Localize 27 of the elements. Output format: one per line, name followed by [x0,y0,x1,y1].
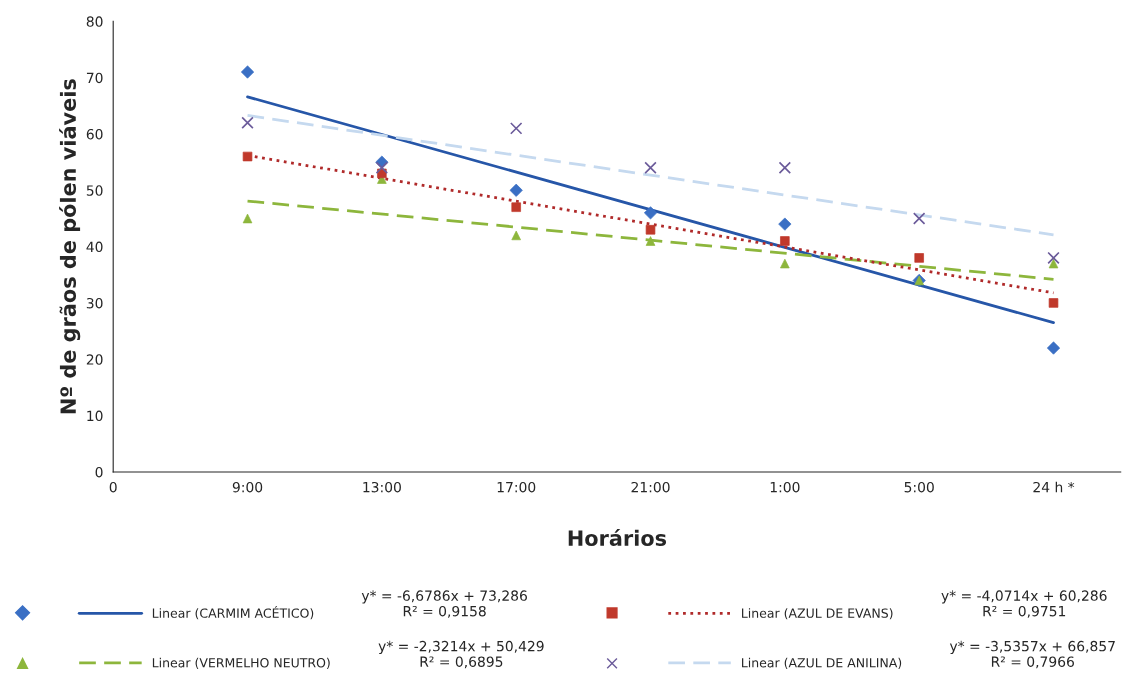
text: y* = -3,5357x + 66,857 R² = 0,7966 [949,640,1115,669]
y-tick-label: 20 [86,354,103,365]
x-tick-label: 13:00 [363,481,401,493]
text: y* = -6,6786x + 73,286 R² = 0,9158 [361,590,527,618]
y-tick-label: 60 [86,128,103,140]
text: y* = -2,3214x + 50,429 R² = 0,6895 [378,640,544,669]
x-tick-label: 0 [109,481,117,493]
y-axis-title: Nº de grãos de pólen viáveis [59,79,81,414]
y-tick-label: 50 [86,185,103,196]
legend-label: Linear (AZUL DE EVANS) [742,608,893,620]
legend-label: Linear (AZUL DE ANILINA) [742,657,902,669]
y-tick-label: 30 [86,297,103,309]
x-tick-label: 9:00 [232,481,263,493]
x-tick-label: 24 h * [1033,481,1075,493]
text: y* = -4,0714x + 60,286 R² = 0,9751 [941,590,1107,618]
legend-label: Linear (VERMELHO NEUTRO) [152,657,330,669]
y-tick-label: 80 [86,16,103,27]
y-tick-label: 70 [86,72,103,84]
y-tick-label: 10 [87,410,103,422]
x-tick-label: 21:00 [631,481,670,493]
y-tick-label: 0 [95,466,103,478]
x-tick-label: 5:00 [904,481,934,493]
x-axis-title: Horários [568,529,667,546]
y-tick-label: 40 [86,241,103,253]
x-tick-label: 1:00 [770,481,800,493]
x-tick-label: 17:00 [497,481,536,493]
legend-label: Linear (CARMIM ACÉTICO) [152,606,314,620]
